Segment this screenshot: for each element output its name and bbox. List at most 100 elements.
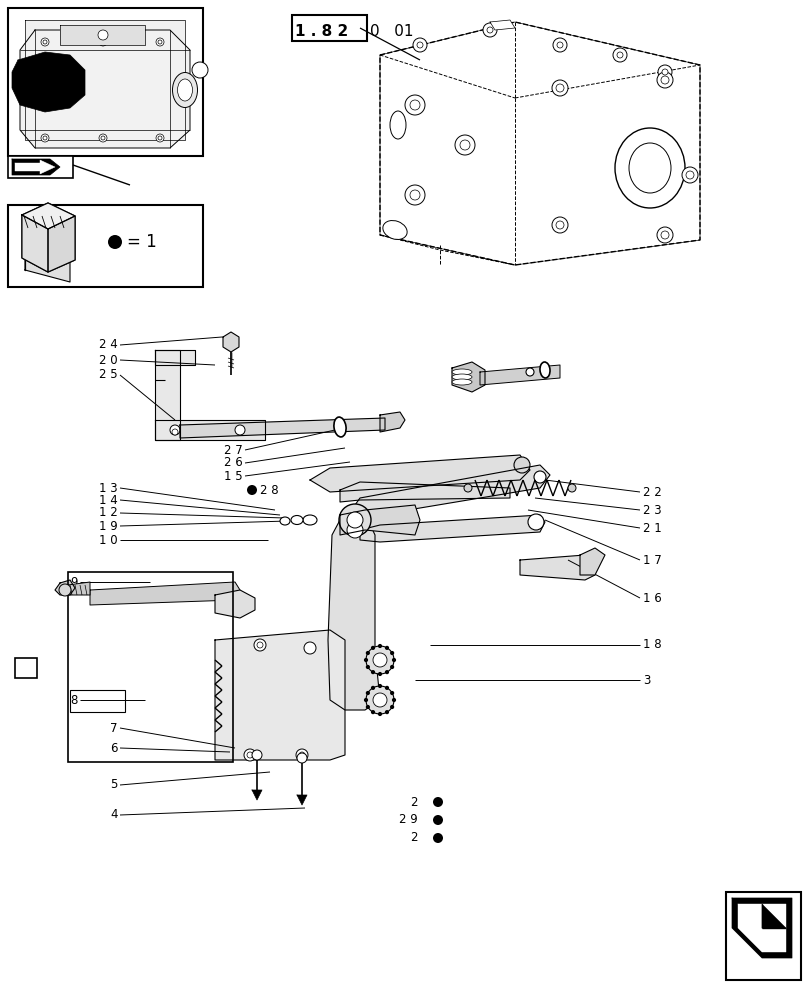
Circle shape [568, 484, 575, 492]
Polygon shape [340, 505, 419, 535]
Circle shape [410, 190, 419, 200]
Ellipse shape [172, 73, 197, 108]
Circle shape [432, 797, 443, 807]
Text: 2 5: 2 5 [99, 368, 118, 381]
Circle shape [487, 27, 492, 33]
Text: 2 6: 2 6 [224, 456, 242, 470]
Circle shape [363, 658, 367, 662]
Circle shape [99, 134, 107, 142]
Ellipse shape [452, 369, 471, 375]
Circle shape [371, 646, 375, 650]
Ellipse shape [389, 111, 406, 139]
Circle shape [389, 651, 393, 655]
Circle shape [191, 62, 208, 78]
Circle shape [389, 691, 393, 695]
Polygon shape [354, 465, 549, 518]
Circle shape [296, 749, 307, 761]
Circle shape [556, 221, 564, 229]
Polygon shape [20, 30, 190, 148]
Circle shape [257, 642, 263, 648]
Polygon shape [68, 582, 90, 595]
Circle shape [338, 504, 371, 536]
Circle shape [365, 691, 370, 695]
Polygon shape [55, 580, 75, 595]
Circle shape [377, 684, 382, 688]
Circle shape [366, 686, 393, 714]
Circle shape [108, 235, 122, 249]
Ellipse shape [280, 517, 290, 525]
Circle shape [43, 40, 47, 44]
Circle shape [346, 512, 363, 528]
Circle shape [59, 584, 71, 596]
Circle shape [247, 485, 257, 495]
Polygon shape [310, 455, 530, 492]
Polygon shape [60, 25, 145, 45]
Text: 1 9: 1 9 [99, 520, 118, 532]
Text: 1: 1 [22, 661, 30, 675]
Polygon shape [22, 215, 48, 272]
Polygon shape [25, 20, 185, 140]
Circle shape [365, 705, 370, 709]
Text: 1 8: 1 8 [642, 638, 661, 652]
Text: 1 7: 1 7 [642, 554, 661, 566]
Circle shape [616, 52, 622, 58]
Circle shape [365, 651, 370, 655]
Bar [8, 156, 73, 178]
Circle shape [405, 185, 424, 205]
Bar [725, 892, 800, 980]
Circle shape [432, 833, 443, 843]
Text: 5: 5 [110, 778, 118, 791]
Circle shape [371, 686, 375, 690]
Circle shape [483, 23, 496, 37]
Text: 2: 2 [410, 831, 418, 844]
Circle shape [41, 134, 49, 142]
Circle shape [527, 514, 543, 530]
Text: 3: 3 [642, 674, 650, 686]
Circle shape [685, 171, 693, 179]
Ellipse shape [178, 79, 192, 101]
Circle shape [661, 69, 667, 75]
Circle shape [534, 471, 545, 483]
Circle shape [243, 749, 255, 761]
Polygon shape [737, 904, 785, 952]
Circle shape [657, 65, 672, 79]
Ellipse shape [539, 362, 549, 378]
Polygon shape [731, 898, 791, 958]
Text: 2 9: 2 9 [399, 813, 418, 826]
Bar [8, 205, 203, 287]
Polygon shape [155, 420, 264, 440]
Bar [292, 15, 367, 41]
Circle shape [656, 227, 672, 243]
Polygon shape [452, 362, 484, 392]
Circle shape [552, 38, 566, 52]
Polygon shape [380, 412, 405, 432]
Circle shape [612, 48, 626, 62]
Circle shape [392, 698, 396, 702]
Text: 1 . 8 2: 1 . 8 2 [294, 24, 348, 39]
Circle shape [346, 522, 363, 538]
Bar [8, 8, 203, 156]
Polygon shape [12, 159, 60, 175]
Polygon shape [251, 790, 262, 800]
Polygon shape [215, 590, 255, 618]
Text: 1 3: 1 3 [99, 482, 118, 494]
Polygon shape [48, 216, 75, 272]
Text: 6: 6 [110, 741, 118, 754]
Circle shape [384, 686, 388, 690]
Polygon shape [579, 548, 604, 575]
Circle shape [158, 136, 162, 140]
Circle shape [372, 693, 387, 707]
Circle shape [556, 84, 564, 92]
Circle shape [377, 644, 382, 648]
Text: 2 8: 2 8 [260, 484, 278, 496]
Circle shape [101, 136, 105, 140]
Polygon shape [297, 795, 307, 805]
Polygon shape [380, 22, 699, 265]
Circle shape [156, 134, 164, 142]
Circle shape [417, 42, 423, 48]
Circle shape [454, 135, 474, 155]
Circle shape [234, 425, 245, 435]
Polygon shape [223, 332, 238, 352]
Circle shape [384, 670, 388, 674]
Circle shape [413, 38, 427, 52]
